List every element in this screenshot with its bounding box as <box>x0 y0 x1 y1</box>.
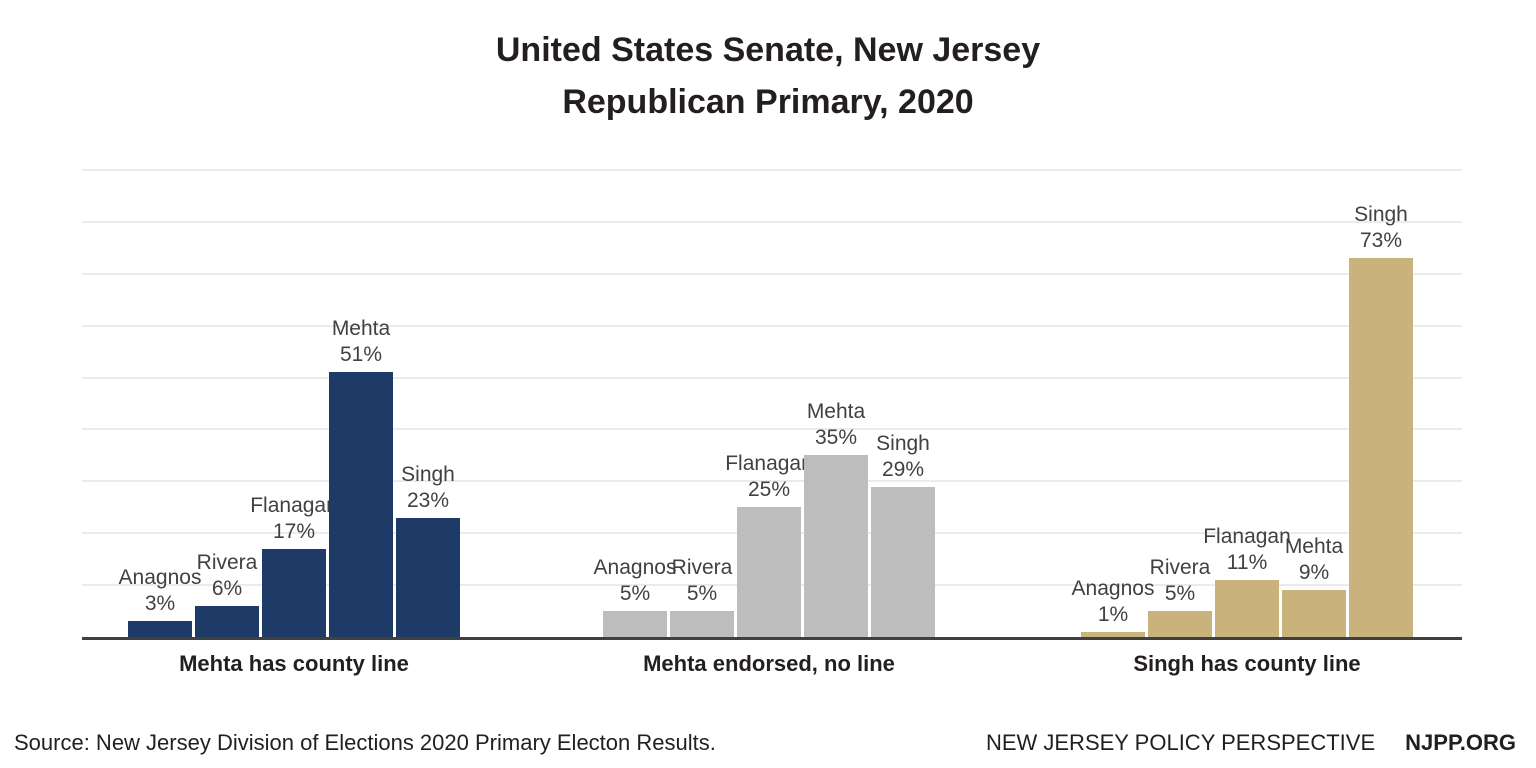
source-note: Source: New Jersey Division of Elections… <box>14 730 716 755</box>
bar-label-name: Flanagan <box>1203 524 1291 548</box>
bar-slot: Flanagan 17% <box>250 493 338 637</box>
bar-label: Singh 23% <box>401 462 455 514</box>
bar-group: Anagnos 5% Rivera 5% Flanagan 25% Mehta 35% Sing… <box>594 399 935 637</box>
bar <box>329 372 393 637</box>
bar-slot: Flanagan 11% <box>1203 524 1291 637</box>
bar <box>396 517 460 637</box>
bar <box>603 611 667 637</box>
bar-label-name: Anagnos <box>1071 576 1155 600</box>
group-axis-label: Mehta has county line <box>179 651 409 676</box>
bar-label-name: Rivera <box>1149 556 1211 580</box>
bar-slot: Anagnos 3% <box>119 565 201 637</box>
bar-label: Mehta 9% <box>1285 534 1343 586</box>
bar-label-name: Flanagan <box>250 493 338 517</box>
bar <box>128 621 192 637</box>
bar-slot: Rivera 6% <box>195 550 259 637</box>
bar-label-name: Mehta <box>1284 535 1344 559</box>
bar-label-value: 9% <box>1298 561 1330 585</box>
bar-label: Rivera 6% <box>197 550 258 602</box>
bar-label: Mehta 35% <box>807 399 865 451</box>
bar-slot: Flanagan 25% <box>725 451 813 637</box>
bar <box>737 507 801 637</box>
bar-label: Flanagan 11% <box>1203 524 1291 576</box>
org-site: NJPP.ORG <box>1405 730 1516 755</box>
bar-label: Flanagan 17% <box>250 493 338 545</box>
bar-label-name: Rivera <box>671 556 733 580</box>
chart-title: United States Senate, New Jersey Republi… <box>0 24 1536 128</box>
chart-title-line2: Republican Primary, 2020 <box>562 83 974 121</box>
bar-label: Anagnos 5% <box>594 555 677 607</box>
bar-slot: Mehta 51% <box>329 316 393 637</box>
bar-label-name: Singh <box>401 462 455 486</box>
bar-label-name: Mehta <box>806 400 866 424</box>
gridline <box>82 428 1462 431</box>
bar-label: Anagnos 1% <box>1072 576 1155 628</box>
bar-group: Anagnos 3% Rivera 6% Flanagan 17% Mehta 51% Sing… <box>119 316 460 637</box>
bar <box>1349 258 1413 637</box>
bar-label-value: 23% <box>406 488 450 512</box>
bar-label-name: Singh <box>1354 203 1408 227</box>
bar-label-value: 73% <box>1359 229 1403 253</box>
bar-label: Rivera 5% <box>672 555 733 607</box>
bar-slot: Mehta 9% <box>1282 534 1346 637</box>
bar <box>871 486 935 637</box>
bar-slot: Singh 29% <box>871 431 935 637</box>
bar-label: Flanagan 25% <box>725 451 813 503</box>
bar-label: Mehta 51% <box>332 316 390 368</box>
gridline <box>82 480 1462 483</box>
bar-label-name: Rivera <box>196 550 258 574</box>
bar <box>670 611 734 637</box>
bar <box>1148 611 1212 637</box>
bar-slot: Rivera 5% <box>1148 555 1212 637</box>
bar <box>804 455 868 637</box>
bar-label-value: 51% <box>339 343 383 367</box>
footer-right: NEW JERSEY POLICY PERSPECTIVE NJPP.ORG <box>986 730 1516 756</box>
bar <box>1081 631 1145 637</box>
gridline <box>82 324 1462 327</box>
bar-label-value: 11% <box>1226 550 1268 574</box>
bar <box>1282 590 1346 637</box>
bar-slot: Singh 73% <box>1349 202 1413 637</box>
bar-label-value: 3% <box>144 592 176 616</box>
bar-slot: Anagnos 1% <box>1072 576 1154 637</box>
bar-label: Singh 29% <box>876 431 930 483</box>
footer: Source: New Jersey Division of Elections… <box>0 722 1536 768</box>
bar <box>195 605 259 637</box>
bar-label-value: 1% <box>1097 602 1129 626</box>
bar-slot: Rivera 5% <box>670 555 734 637</box>
bar-label-value: 17% <box>272 519 316 543</box>
bar-slot: Mehta 35% <box>804 399 868 637</box>
group-axis-label: Mehta endorsed, no line <box>643 651 895 676</box>
bar-label-name: Flanagan <box>725 452 813 476</box>
chart-title-line1: United States Senate, New Jersey <box>495 31 1041 69</box>
bar-slot: Singh 23% <box>396 462 460 637</box>
bar-label-value: 35% <box>814 426 858 450</box>
plot-area: Anagnos 3% Rivera 6% Flanagan 17% Mehta 51% Sing… <box>82 169 1462 676</box>
bar-label: Singh 73% <box>1354 202 1408 254</box>
bar-label: Anagnos 3% <box>119 565 202 617</box>
gridline <box>82 220 1462 223</box>
bar-label-value: 5% <box>619 582 651 606</box>
bar-label-name: Anagnos <box>118 566 202 590</box>
bar-label-name: Mehta <box>331 317 391 341</box>
gridline <box>82 376 1462 379</box>
bar-label-value: 29% <box>881 457 925 481</box>
bar <box>262 548 326 637</box>
bar-slot: Anagnos 5% <box>594 555 676 637</box>
bar-label: Rivera 5% <box>1150 555 1211 607</box>
group-axis-label: Singh has county line <box>1133 651 1361 676</box>
bar-label-value: 5% <box>1164 582 1196 606</box>
bar-label-name: Anagnos <box>593 556 677 580</box>
bar-label-value: 5% <box>686 582 718 606</box>
bar-label-value: 6% <box>211 576 243 600</box>
bar-group: Anagnos 1% Rivera 5% Flanagan 11% Mehta 9% Singh… <box>1072 202 1413 637</box>
gridline <box>82 169 1462 171</box>
gridline <box>82 272 1462 275</box>
bar <box>1215 579 1279 637</box>
bar-label-value: 25% <box>747 478 791 502</box>
bar-label-name: Singh <box>876 431 930 455</box>
org-name: NEW JERSEY POLICY PERSPECTIVE <box>985 730 1376 755</box>
